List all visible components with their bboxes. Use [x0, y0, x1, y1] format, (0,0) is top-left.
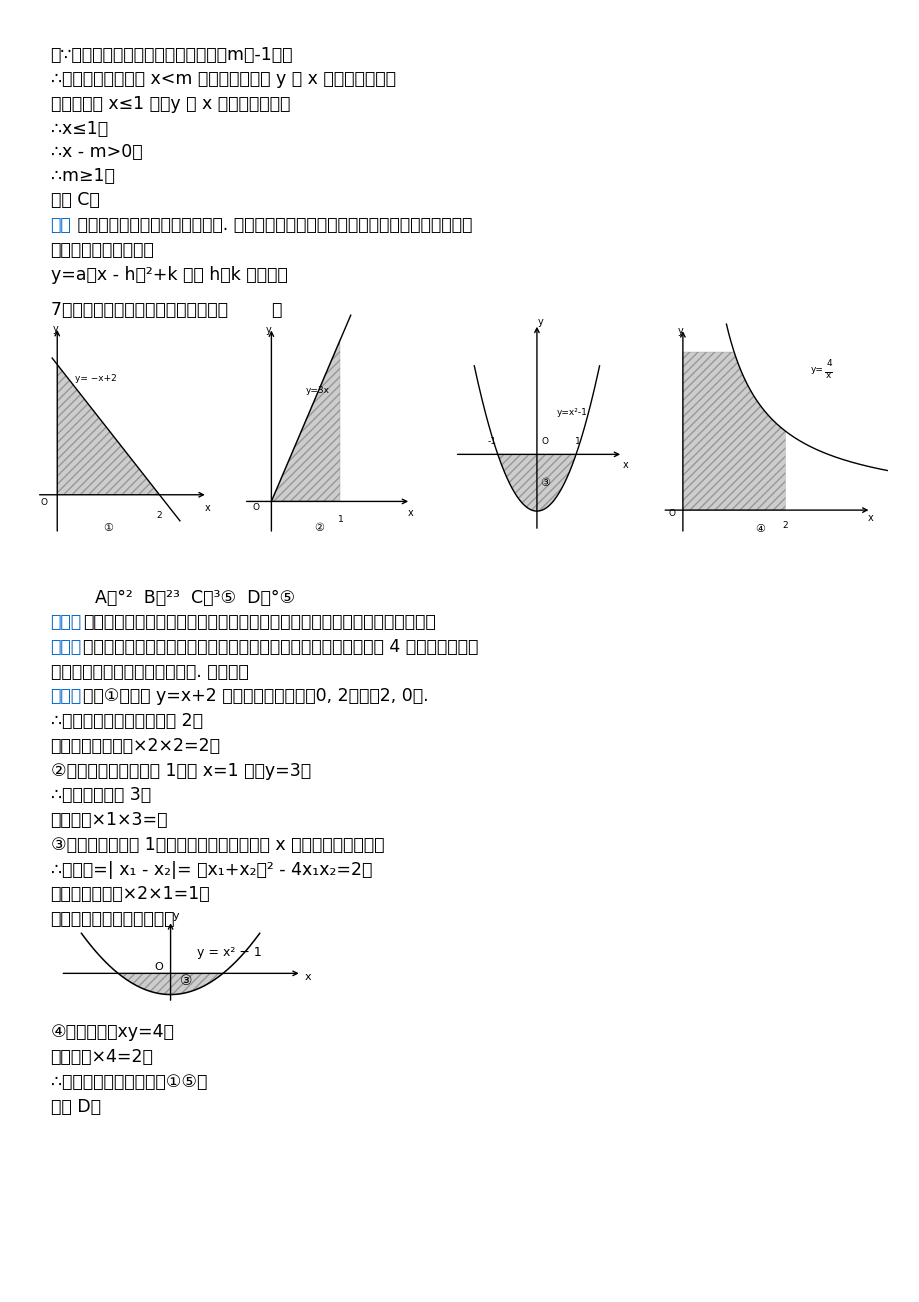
Text: 解：①中直线 y=x+2 与坐标轴的交点为（0, 2）、（2, 0）.: 解：①中直线 y=x+2 与坐标轴的交点为（0, 2）、（2, 0）. [83, 687, 428, 706]
Text: 7．如图形阴影部分的面积相等的是（        ）: 7．如图形阴影部分的面积相等的是（ ） [51, 301, 281, 319]
Text: 故选 D．: 故选 D． [51, 1098, 100, 1116]
Text: ∴m≥1．: ∴m≥1． [51, 167, 114, 185]
Text: ∴三角形的高为 3，: ∴三角形的高为 3， [51, 786, 151, 805]
Text: 二次函数的顶点式方程: 二次函数的顶点式方程 [51, 241, 154, 259]
Text: ∴阴影部分面积相等的是①⑤．: ∴阴影部分面积相等的是①⑤． [51, 1073, 207, 1091]
Text: ∴x≤1，: ∴x≤1， [51, 120, 108, 138]
Text: 则面积为×1×3=；: 则面积为×1×3=； [51, 811, 168, 829]
Text: ②中三角形的底边长为 1，当 x=1 时，y=3，: ②中三角形的底边长为 1，当 x=1 时，y=3， [51, 762, 311, 780]
Text: 积，然后进行比较即可得出结论. 分别求出: 积，然后进行比较即可得出结论. 分别求出 [51, 663, 248, 681]
Text: 根据二次函数、一次函数、反比例函数、正比例函数的性质，求出 4 个阴影部分的面: 根据二次函数、一次函数、反比例函数、正比例函数的性质，求出 4 个阴影部分的面 [83, 638, 478, 656]
Text: y=a（x - h）²+k 中的 h，k 的意义．: y=a（x - h）²+k 中的 h，k 的意义． [51, 266, 287, 284]
Text: ④由题意得：xy=4，: ④由题意得：xy=4， [51, 1023, 175, 1042]
Text: ∴底边长=| x₁ - x₂|= （x₁+x₂）² - 4x₁x₂=2，: ∴底边长=| x₁ - x₂|= （x₁+x₂）² - 4x₁x₂=2， [51, 861, 371, 879]
Text: 则三角形面积为×2×1=1；: 则三角形面积为×2×1=1； [51, 885, 210, 904]
Text: ③中三角形的高为 1，底边长正好为抛物线与 x 轴两交点之间的距离: ③中三角形的高为 1，底边长正好为抛物线与 x 轴两交点之间的距离 [51, 836, 384, 854]
Text: 分析：: 分析： [51, 638, 82, 656]
Text: 二次函数的图象；一次函数的图象；正比例函数的图象；反比例函数的图象。: 二次函数的图象；一次函数的图象；正比例函数的图象；反比例函数的图象。 [83, 613, 436, 631]
Text: 又∵该二次函数的图象的顶点坐标是（m，-1），: 又∵该二次函数的图象的顶点坐标是（m，-1）， [51, 46, 293, 64]
Text: ∴x - m>0，: ∴x - m>0， [51, 143, 142, 161]
Text: 本题考查了二次函数图象的性质. 解答该题时，须熟知二次函数的系数与图象的关系、: 本题考查了二次函数图象的性质. 解答该题时，须熟知二次函数的系数与图象的关系、 [73, 216, 472, 234]
Text: 则三角形的面积为×2×2=2；: 则三角形的面积为×2×2=2； [51, 737, 221, 755]
Text: 而曲线部分面积不能确定；: 而曲线部分面积不能确定； [51, 910, 175, 928]
Text: 点评: 点评 [51, 216, 72, 234]
Text: A．°²  B．²³  C．³⑤  D．°⑤: A．°² B．²³ C．³⑤ D．°⑤ [51, 589, 294, 607]
Text: 解答：: 解答： [51, 687, 82, 706]
Text: 而已知中当 x≤1 时，y 随 x 的增大而减小，: 而已知中当 x≤1 时，y 随 x 的增大而减小， [51, 95, 289, 113]
Text: 考点：: 考点： [51, 613, 82, 631]
Text: ∴该二次函数图象在 x<m 上是减函数，即 y 随 x 的增大而减小；: ∴该二次函数图象在 x<m 上是减函数，即 y 随 x 的增大而减小； [51, 70, 395, 89]
Text: ∴三角形的底边长和高都为 2，: ∴三角形的底边长和高都为 2， [51, 712, 202, 730]
Text: 则面积为×4=2，: 则面积为×4=2， [51, 1048, 153, 1066]
Text: 故选 C．: 故选 C． [51, 191, 99, 210]
